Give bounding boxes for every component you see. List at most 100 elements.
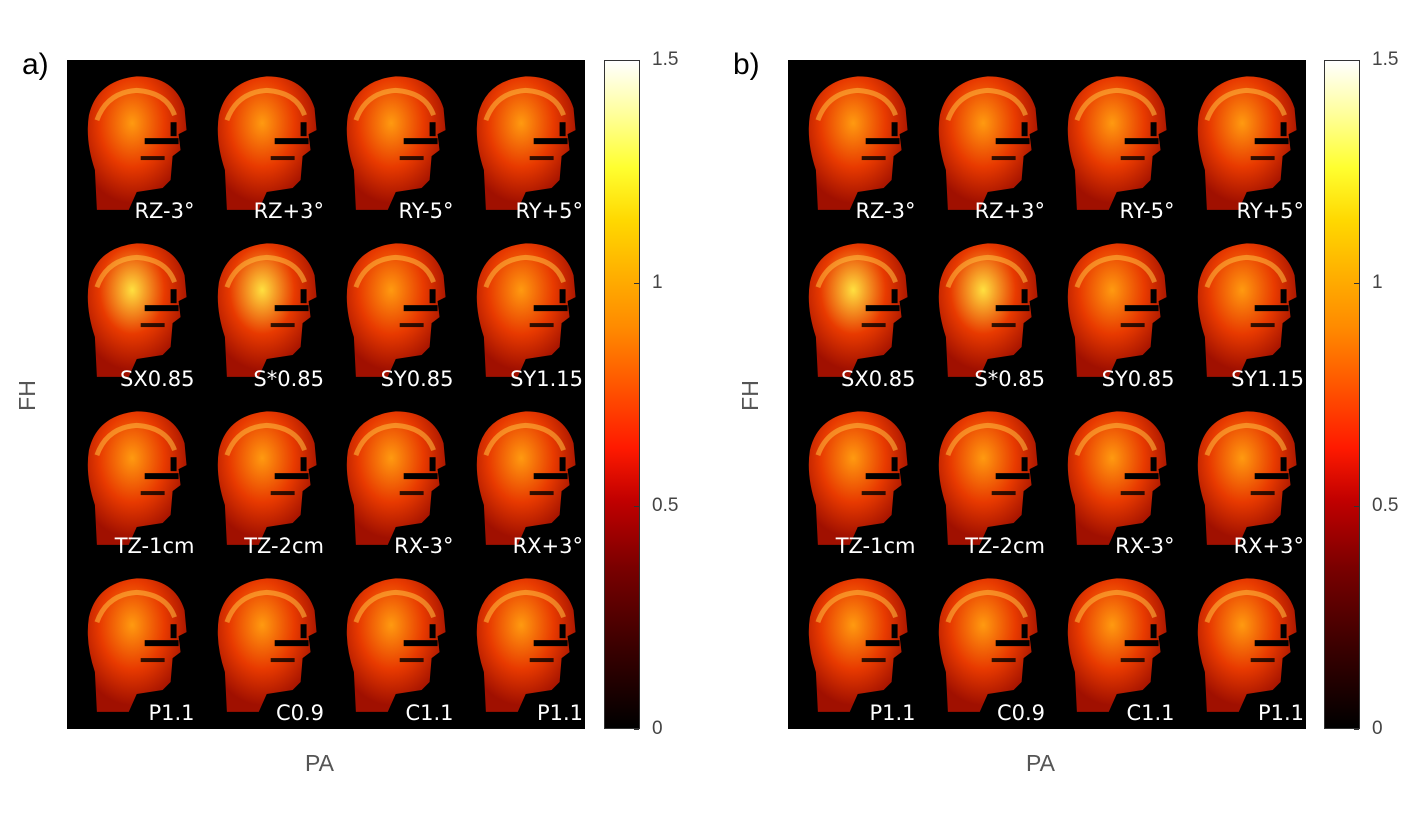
tile-label: RX-3° xyxy=(394,533,454,558)
head-map-image xyxy=(1197,76,1297,210)
tile-label: RY+5° xyxy=(1236,199,1304,224)
head-map-image xyxy=(938,410,1038,545)
colorbar-tick-mark xyxy=(634,506,639,507)
tile-label: TZ-2cm xyxy=(965,533,1045,558)
tile-label: SY1.15 xyxy=(1231,366,1304,391)
tile-label: RZ+3° xyxy=(253,199,324,224)
tile-label: P1.1 xyxy=(536,701,583,725)
head-map-image xyxy=(1197,410,1297,545)
head-map-image xyxy=(938,243,1038,378)
tile-label: SY0.85 xyxy=(1101,366,1175,391)
map-tile: P1.1 xyxy=(1177,562,1307,729)
tile-label: SY0.85 xyxy=(380,366,454,391)
head-map-image xyxy=(808,410,908,545)
tile-label: C1.1 xyxy=(1126,701,1175,725)
map-tile: RY-5° xyxy=(326,60,456,227)
map-tile: C0.9 xyxy=(918,562,1048,729)
head-map-image xyxy=(476,410,576,545)
head-map-image xyxy=(808,76,908,210)
colorbar-tick-label: 1.5 xyxy=(652,49,679,70)
tile-label: RX+3° xyxy=(512,533,583,558)
colorbar-tick-mark xyxy=(634,729,639,730)
tile-label: TZ-1cm xyxy=(835,533,916,558)
head-map-image xyxy=(217,243,317,378)
colorbar-tick-label: 0 xyxy=(1372,718,1383,739)
head-map-image xyxy=(938,578,1038,712)
panel-b-xlabel: PA xyxy=(1026,750,1055,776)
colorbar-tick-label: 0 xyxy=(652,718,663,739)
head-map-image xyxy=(808,243,908,378)
head-map-image xyxy=(346,410,446,545)
tile-label: RY-5° xyxy=(398,199,454,224)
colorbar-tick-mark xyxy=(1354,506,1359,507)
map-tile: TZ-2cm xyxy=(197,395,327,562)
colorbar-tick-mark xyxy=(1354,729,1359,730)
head-map-image xyxy=(476,243,576,378)
map-tile: RX-3° xyxy=(326,395,456,562)
head-map-image xyxy=(938,76,1038,210)
map-tile: RZ-3° xyxy=(67,60,197,227)
colorbar-tick-label: 1 xyxy=(652,272,663,293)
tile-label: RZ+3° xyxy=(974,199,1045,224)
head-map-image xyxy=(808,578,908,712)
head-map-image xyxy=(476,578,576,712)
map-tile: RZ-3° xyxy=(788,60,918,227)
panel-b-mosaic: RZ-3° RZ+3° RY-5° RY+5° SX0.85 S*0.85 SY0.85 SY… xyxy=(788,60,1306,729)
map-tile: RX+3° xyxy=(456,395,586,562)
map-tile: RY+5° xyxy=(456,60,586,227)
map-tile: S*0.85 xyxy=(918,227,1048,394)
map-tile: SX0.85 xyxy=(788,227,918,394)
panel-a-colorbar xyxy=(604,60,640,729)
head-map-image xyxy=(217,578,317,712)
tile-label: S*0.85 xyxy=(974,366,1045,391)
head-map-image xyxy=(1067,578,1167,712)
head-map-image xyxy=(87,76,187,210)
head-map-image xyxy=(346,76,446,210)
tile-label: P1.1 xyxy=(869,701,916,725)
colorbar-tick-mark xyxy=(634,283,639,284)
panel-a-mosaic: RZ-3° RZ+3° RY-5° RY+5° SX0.85 S*0.85 SY0.85 SY… xyxy=(67,60,585,729)
tile-label: C0.9 xyxy=(275,701,324,725)
map-tile: SY1.15 xyxy=(1177,227,1307,394)
tile-label: C0.9 xyxy=(996,701,1045,725)
panel-b-ylabel: FH xyxy=(736,380,763,411)
head-map-image xyxy=(346,578,446,712)
head-map-image xyxy=(1067,76,1167,210)
tile-label: TZ-1cm xyxy=(114,533,195,558)
tile-label: TZ-2cm xyxy=(244,533,324,558)
map-tile: S*0.85 xyxy=(197,227,327,394)
panel-a-letter: a) xyxy=(22,48,49,81)
map-tile: RZ+3° xyxy=(918,60,1048,227)
colorbar-tick-label: 0.5 xyxy=(652,495,679,516)
map-tile: TZ-1cm xyxy=(788,395,918,562)
colorbar-tick-label: 0.5 xyxy=(1372,495,1399,516)
tile-label: RX+3° xyxy=(1233,533,1304,558)
map-tile: C0.9 xyxy=(197,562,327,729)
map-tile: RX-3° xyxy=(1047,395,1177,562)
map-tile: P1.1 xyxy=(456,562,586,729)
head-map-image xyxy=(1067,410,1167,545)
colorbar-tick-mark xyxy=(1354,283,1359,284)
tile-label: RZ-3° xyxy=(134,199,195,224)
tile-label: C1.1 xyxy=(405,701,454,725)
map-tile: SY0.85 xyxy=(1047,227,1177,394)
map-tile: RY-5° xyxy=(1047,60,1177,227)
tile-label: P1.1 xyxy=(148,701,195,725)
head-map-image xyxy=(87,243,187,378)
map-tile: C1.1 xyxy=(1047,562,1177,729)
map-tile: P1.1 xyxy=(788,562,918,729)
head-map-image xyxy=(1067,243,1167,378)
colorbar-tick-mark xyxy=(1354,60,1359,61)
tile-label: RY+5° xyxy=(515,199,583,224)
panel-b-letter: b) xyxy=(733,48,760,81)
map-tile: P1.1 xyxy=(67,562,197,729)
colorbar-tick-mark xyxy=(634,60,639,61)
head-map-image xyxy=(217,410,317,545)
head-map-image xyxy=(1197,578,1297,712)
head-map-image xyxy=(87,578,187,712)
map-tile: RZ+3° xyxy=(197,60,327,227)
tile-label: RX-3° xyxy=(1115,533,1175,558)
panel-b-colorbar xyxy=(1324,60,1360,729)
map-tile: RY+5° xyxy=(1177,60,1307,227)
tile-label: RY-5° xyxy=(1119,199,1175,224)
